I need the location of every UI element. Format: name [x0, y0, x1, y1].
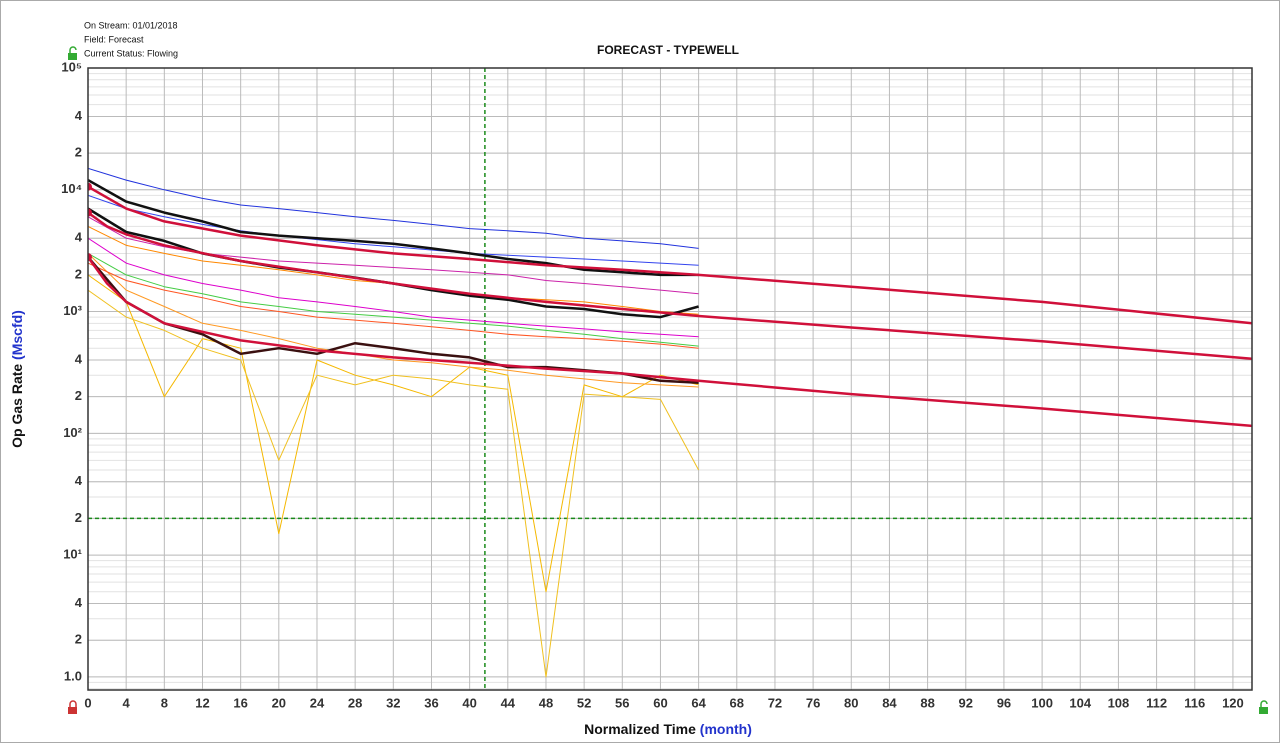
- y-axis-label: Op Gas Rate (Mscfd): [9, 310, 25, 448]
- x-tick-label: 120: [1222, 695, 1244, 710]
- x-tick-label: 68: [730, 695, 744, 710]
- x-tick-label: 104: [1069, 695, 1091, 710]
- x-tick-label: 20: [272, 695, 286, 710]
- y-tick-label: 2: [75, 388, 82, 403]
- start-marker: [88, 253, 92, 262]
- y-tick-label: 2: [75, 145, 82, 160]
- series-line: [88, 274, 699, 593]
- y-tick-label: 4: [75, 473, 83, 488]
- y-tick-label: 1.0: [64, 668, 82, 683]
- plot-area: [88, 167, 1252, 678]
- series-line: [88, 211, 1252, 360]
- start-marker: [88, 208, 92, 217]
- lock-body: [1259, 707, 1268, 714]
- header-line: Current Status: Flowing: [84, 48, 178, 58]
- y-label-unit: (Mscfd): [9, 310, 25, 360]
- series-line: [88, 252, 699, 347]
- x-tick-label: 0: [84, 695, 91, 710]
- series-line: [88, 253, 699, 388]
- lock-body: [68, 707, 77, 714]
- series-line: [88, 167, 699, 249]
- lock-body: [68, 53, 77, 60]
- y-tick-label: 4: [75, 351, 83, 366]
- lock-shackle: [69, 46, 77, 53]
- y-tick-label: 4: [75, 108, 83, 123]
- x-tick-label: 4: [123, 695, 131, 710]
- x-tick-label: 40: [462, 695, 476, 710]
- series-line: [88, 185, 1252, 325]
- x-tick-label: 92: [959, 695, 973, 710]
- x-tick-label: 72: [768, 695, 782, 710]
- series-line: [88, 289, 700, 678]
- x-tick-label: 44: [501, 695, 516, 710]
- x-label-unit: (month): [700, 721, 752, 737]
- x-tick-label: 96: [997, 695, 1011, 710]
- y-tick-label: 10¹: [63, 547, 82, 562]
- lock-icon[interactable]: [68, 700, 77, 714]
- x-tick-label: 108: [1108, 695, 1130, 710]
- x-tick-label: 16: [233, 695, 247, 710]
- x-tick-label: 100: [1031, 695, 1053, 710]
- y-tick-label: 10⁴: [61, 181, 82, 196]
- lock-shackle: [69, 700, 77, 707]
- chart-title: FORECAST - TYPEWELL: [597, 43, 739, 57]
- y-tick-label: 2: [75, 632, 82, 647]
- x-label-text: Normalized Time: [584, 721, 696, 737]
- series-line: [88, 179, 699, 277]
- y-tick-label: 4: [75, 230, 83, 245]
- x-tick-label: 48: [539, 695, 553, 710]
- y-tick-label: 2: [75, 266, 82, 281]
- x-tick-label: 116: [1184, 695, 1205, 710]
- series-line: [88, 256, 1252, 428]
- x-tick-label: 76: [806, 695, 820, 710]
- x-tick-label: 64: [691, 695, 706, 710]
- y-tick-label: 10⁵: [61, 59, 82, 74]
- series-line: [88, 237, 699, 338]
- lock-shackle: [1260, 700, 1268, 707]
- y-label-text: Op Gas Rate: [9, 364, 25, 448]
- x-tick-label: 56: [615, 695, 629, 710]
- x-axis-label: Normalized Time (month): [584, 721, 752, 737]
- x-tick-label: 112: [1146, 695, 1167, 710]
- x-tick-label: 84: [882, 695, 897, 710]
- x-tick-label: 36: [424, 695, 438, 710]
- x-tick-label: 88: [920, 695, 934, 710]
- plot-border: [87, 67, 1253, 691]
- y-tick-label: 2: [75, 510, 82, 525]
- x-tick-label: 60: [653, 695, 667, 710]
- x-tick-label: 32: [386, 695, 400, 710]
- x-tick-label: 8: [161, 695, 168, 710]
- y-tick-label: 4: [75, 595, 83, 610]
- y-tick-label: 10²: [63, 425, 82, 440]
- x-tick-label: 12: [195, 695, 209, 710]
- x-tick-label: 52: [577, 695, 591, 710]
- x-tick-label: 28: [348, 695, 362, 710]
- series-line: [88, 262, 699, 349]
- header-line: On Stream: 01/01/2018: [84, 20, 178, 30]
- header-line: Field: Forecast: [84, 34, 144, 44]
- x-tick-label: 80: [844, 695, 858, 710]
- lock-icon[interactable]: [1259, 700, 1268, 714]
- start-marker: [88, 182, 92, 191]
- series-line: [88, 194, 699, 266]
- y-tick-label: 10³: [63, 303, 82, 318]
- lock-icon[interactable]: [68, 46, 77, 60]
- x-tick-label: 24: [310, 695, 325, 710]
